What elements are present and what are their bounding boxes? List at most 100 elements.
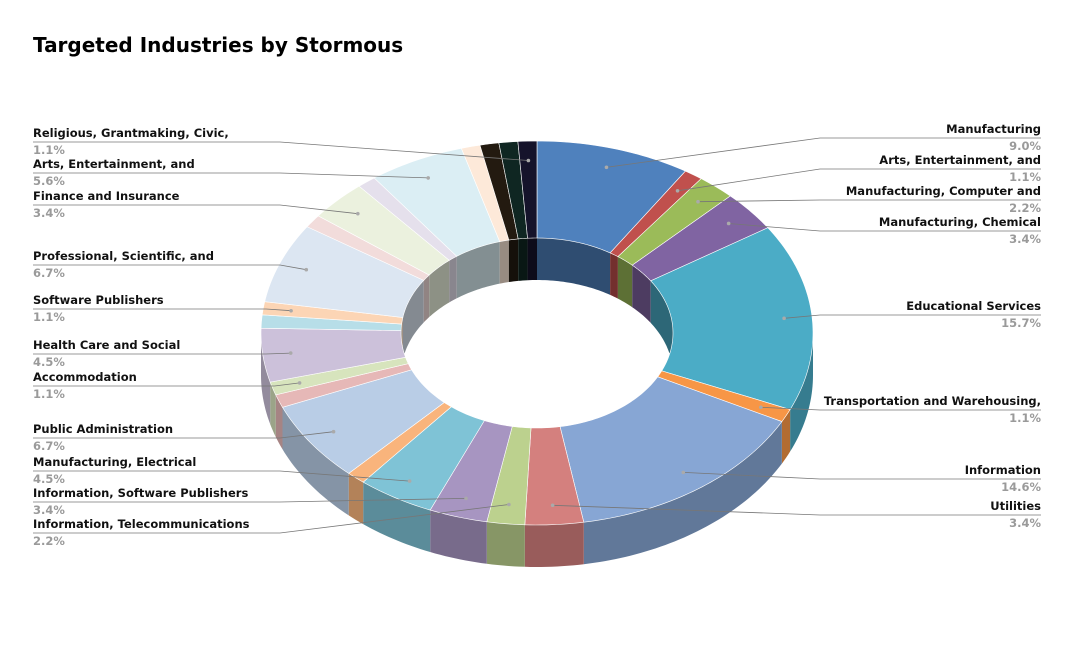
- slice-label: Information, Telecommunications: [33, 517, 250, 531]
- inner-wall: [429, 260, 450, 318]
- slice-label: Manufacturing, Computer and: [846, 184, 1041, 198]
- slice-label: Religious, Grantmaking, Civic,: [33, 126, 229, 140]
- inner-wall: [650, 280, 673, 375]
- outer-wall: [363, 482, 431, 553]
- slice-label: Information: [965, 463, 1041, 477]
- leader-dot: [759, 405, 763, 410]
- slice-label: Manufacturing, Chemical: [879, 215, 1041, 229]
- chart-title: Targeted Industries by Stormous: [33, 33, 403, 57]
- leader-dot: [464, 496, 468, 501]
- inner-wall: [449, 256, 457, 303]
- leader-dot: [681, 470, 686, 475]
- leader-dot: [696, 199, 700, 204]
- leader-dot: [331, 429, 336, 434]
- leader-line: [33, 431, 334, 439]
- leader-line: [33, 382, 300, 387]
- slice-value-label: 4.5%: [33, 472, 65, 486]
- slice-value-label: 1.1%: [33, 143, 65, 157]
- slice-label: Accommodation: [33, 370, 137, 384]
- leader-dot: [782, 316, 786, 321]
- slice-value-label: 1.1%: [1009, 170, 1041, 184]
- leader-line: [728, 223, 1041, 232]
- leader-dot: [426, 176, 430, 180]
- outer-wall: [261, 333, 271, 425]
- leader-dot: [304, 267, 309, 272]
- slice-label: Educational Services: [906, 299, 1041, 313]
- slice-value-label: 4.5%: [33, 355, 65, 369]
- leader-line: [33, 141, 529, 161]
- slice-label: Arts, Entertainment, and: [33, 157, 195, 171]
- leader-line: [552, 504, 1041, 516]
- slice-label: Finance and Insurance: [33, 189, 180, 203]
- outer-wall: [583, 421, 782, 565]
- slice-label: Manufacturing, Electrical: [33, 455, 196, 469]
- leader-line: [33, 498, 467, 503]
- slice-value-label: 3.4%: [1009, 516, 1041, 530]
- slice-label: Utilities: [990, 499, 1041, 513]
- leader-dot: [356, 211, 360, 216]
- inner-wall: [518, 238, 528, 281]
- slice-value-label: 3.4%: [33, 206, 65, 220]
- leader-dot: [675, 188, 680, 193]
- outer-wall: [348, 473, 364, 525]
- slice-label: Professional, Scientific, and: [33, 249, 214, 263]
- leader-line: [33, 172, 429, 179]
- leader-line: [33, 352, 291, 355]
- slice-label: Arts, Entertainment, and: [879, 153, 1041, 167]
- leader-line: [760, 406, 1041, 411]
- slice-value-label: 1.1%: [1009, 411, 1041, 425]
- leader-dot: [604, 165, 609, 170]
- leader-line: [683, 472, 1041, 480]
- slice-label: Manufacturing: [946, 122, 1041, 136]
- slice-value-label: 6.7%: [33, 266, 65, 280]
- slice-label: Information, Software Publishers: [33, 486, 248, 500]
- slice-value-label: 14.6%: [1001, 480, 1041, 494]
- inner-wall: [617, 256, 633, 308]
- outer-wall: [275, 394, 283, 450]
- slice-label: Software Publishers: [33, 293, 164, 307]
- outer-wall: [282, 407, 349, 516]
- slice-value-label: 3.4%: [1009, 232, 1041, 246]
- slice-value-label: 2.2%: [33, 534, 65, 548]
- slice-value-label: 3.4%: [33, 503, 65, 517]
- inner-wall: [527, 238, 537, 281]
- outer-wall: [781, 409, 791, 464]
- slice-value-label: 9.0%: [1009, 139, 1041, 153]
- outer-wall: [270, 382, 276, 437]
- leader-line: [677, 168, 1041, 192]
- slice-value-label: 2.2%: [1009, 201, 1041, 215]
- leader-line: [33, 308, 292, 312]
- inner-wall: [499, 240, 509, 284]
- leader-line: [606, 137, 1041, 168]
- slice-label: Transportation and Warehousing,: [824, 394, 1041, 408]
- leader-line: [33, 504, 509, 534]
- inner-wall: [402, 280, 424, 360]
- slice-value-label: 5.6%: [33, 174, 65, 188]
- leader-line: [33, 470, 410, 482]
- outer-wall: [430, 510, 487, 564]
- inner-wall: [632, 265, 651, 323]
- inner-wall: [537, 238, 611, 295]
- slice-label: Public Administration: [33, 422, 173, 436]
- outer-wall: [486, 521, 525, 567]
- leader-dot: [289, 308, 293, 313]
- slice-value-label: 15.7%: [1001, 316, 1041, 330]
- inner-wall: [456, 241, 500, 299]
- leader-line: [697, 199, 1041, 203]
- leader-dot: [550, 503, 555, 508]
- donut-slice: [517, 140, 538, 239]
- tops: [260, 140, 814, 526]
- slice-label: Health Care and Social: [33, 338, 180, 352]
- outer-wall: [524, 522, 584, 567]
- leader-line: [33, 204, 358, 215]
- leader-dot: [507, 502, 511, 507]
- leader-line: [784, 314, 1041, 319]
- outer-wall: [790, 333, 813, 452]
- leader-dot: [726, 221, 731, 226]
- slice-value-label: 1.1%: [33, 387, 65, 401]
- slice-value-label: 6.7%: [33, 439, 65, 453]
- leader-dot: [297, 381, 302, 385]
- slice-value-label: 1.1%: [33, 310, 65, 324]
- inner-wall: [423, 275, 430, 323]
